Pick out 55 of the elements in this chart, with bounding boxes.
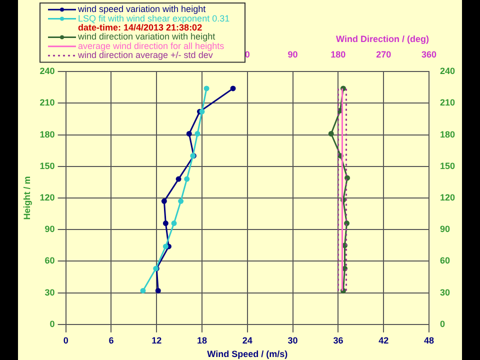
point <box>161 198 167 204</box>
point <box>162 244 168 250</box>
x2-tick-label: 0 <box>244 50 250 60</box>
y-tick-label: 240 <box>40 66 55 76</box>
x-tick-label: 6 <box>108 335 114 346</box>
y2-tick-label: 30 <box>440 287 450 298</box>
point <box>204 86 210 92</box>
x-tick-label: 12 <box>152 335 162 346</box>
x-tick-label: 42 <box>378 335 389 346</box>
point <box>176 176 182 182</box>
x-axis-title: Wind Speed / (m/s) <box>207 349 288 360</box>
point <box>184 176 190 182</box>
point <box>155 288 161 294</box>
y-tick-label: 30 <box>44 287 55 298</box>
y-tick-label: 120 <box>40 192 55 202</box>
point <box>162 220 168 226</box>
legend-label: LSQ fit with wind shear exponent 0.31 <box>78 13 230 24</box>
y-tick-label: 180 <box>40 129 55 140</box>
y2-tick-label: 180 <box>440 129 456 140</box>
y2-tick-label: 120 <box>440 192 456 202</box>
y-tick-label: 150 <box>40 160 55 171</box>
x2-tick-label: 90 <box>288 50 298 60</box>
y-axis-title: Height / m <box>22 176 32 220</box>
point <box>140 288 146 294</box>
x2-tick-label: 180 <box>330 50 346 60</box>
point <box>171 220 177 226</box>
y-tick-label: 210 <box>40 98 55 108</box>
x-tick-label: 18 <box>196 335 208 346</box>
legend-label: wind direction variation with height <box>77 32 216 42</box>
y2-tick-label: 210 <box>440 98 456 108</box>
x-tick-label: 0 <box>63 335 68 346</box>
y-tick-label: 60 <box>44 256 55 266</box>
x-tick-label: 30 <box>288 335 298 346</box>
legend-label: wind speed variation with height <box>77 4 206 14</box>
x2-tick-label: 360 <box>421 50 436 60</box>
point <box>178 198 184 204</box>
y2-tick-label: 90 <box>440 224 450 234</box>
x-tick-label: 36 <box>333 335 344 346</box>
y2-tick-label: 150 <box>440 160 456 171</box>
point <box>199 108 205 114</box>
y-tick-label: 90 <box>44 224 55 234</box>
x2-axis-title: Wind Direction / (deg) <box>336 34 429 44</box>
x2-tick-label: 270 <box>376 50 392 60</box>
y2-tick-label: 60 <box>440 256 450 266</box>
y2-tick-label: 0 <box>440 318 445 329</box>
point <box>230 86 236 92</box>
y2-tick-label: 240 <box>440 66 456 76</box>
point <box>186 130 192 136</box>
text: date-time: 14/4/2013 21:38:02 <box>78 22 202 32</box>
y-tick-label: 0 <box>50 318 55 329</box>
legend-label: wind direction average +/- std dev <box>77 50 214 60</box>
x-tick-label: 48 <box>424 335 434 346</box>
point <box>194 130 200 136</box>
x-tick-label: 24 <box>242 335 252 346</box>
legend-label: average wind direction for all heights <box>78 40 225 51</box>
